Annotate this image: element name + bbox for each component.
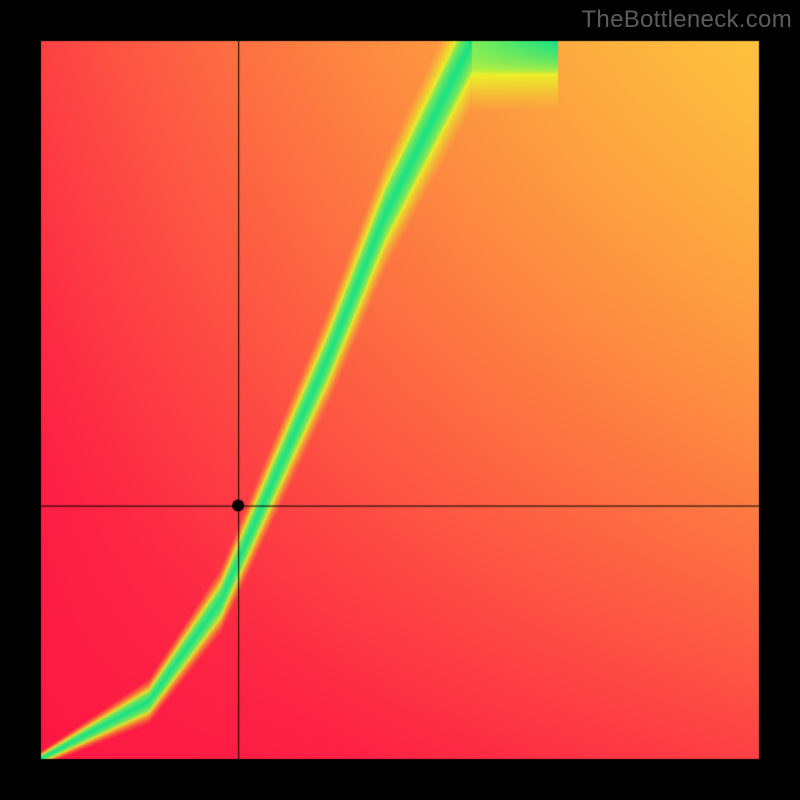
chart-container: { "meta": { "watermark": "TheBottleneck.… xyxy=(0,0,800,800)
heatmap-canvas xyxy=(0,0,800,800)
watermark-text: TheBottleneck.com xyxy=(581,6,792,34)
